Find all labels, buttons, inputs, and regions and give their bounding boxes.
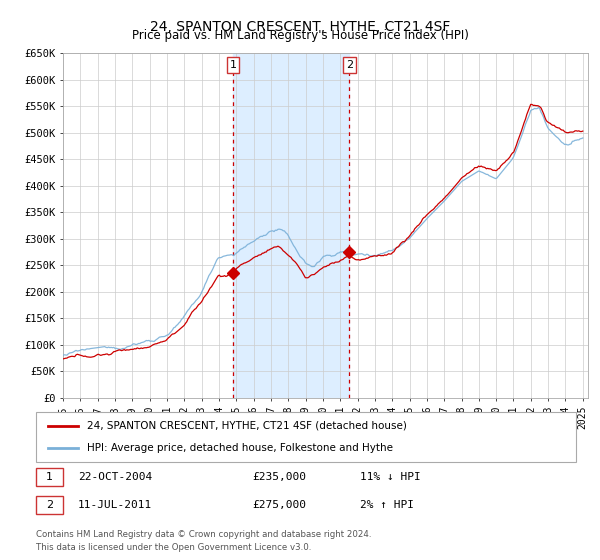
Text: Price paid vs. HM Land Registry's House Price Index (HPI): Price paid vs. HM Land Registry's House … [131, 29, 469, 42]
Text: £235,000: £235,000 [252, 472, 306, 482]
Text: HPI: Average price, detached house, Folkestone and Hythe: HPI: Average price, detached house, Folk… [87, 443, 393, 453]
Text: 11-JUL-2011: 11-JUL-2011 [78, 500, 152, 510]
Text: Contains HM Land Registry data © Crown copyright and database right 2024.
This d: Contains HM Land Registry data © Crown c… [36, 530, 371, 552]
Text: 22-OCT-2004: 22-OCT-2004 [78, 472, 152, 482]
Text: 2: 2 [46, 500, 53, 510]
Text: 24, SPANTON CRESCENT, HYTHE, CT21 4SF (detached house): 24, SPANTON CRESCENT, HYTHE, CT21 4SF (d… [87, 421, 407, 431]
Text: 11% ↓ HPI: 11% ↓ HPI [360, 472, 421, 482]
Text: £275,000: £275,000 [252, 500, 306, 510]
Text: 24, SPANTON CRESCENT, HYTHE, CT21 4SF: 24, SPANTON CRESCENT, HYTHE, CT21 4SF [150, 20, 450, 34]
Text: 1: 1 [46, 472, 53, 482]
Text: 2: 2 [346, 60, 353, 70]
Text: 1: 1 [229, 60, 236, 70]
Text: 2% ↑ HPI: 2% ↑ HPI [360, 500, 414, 510]
Bar [233, 53, 349, 398]
